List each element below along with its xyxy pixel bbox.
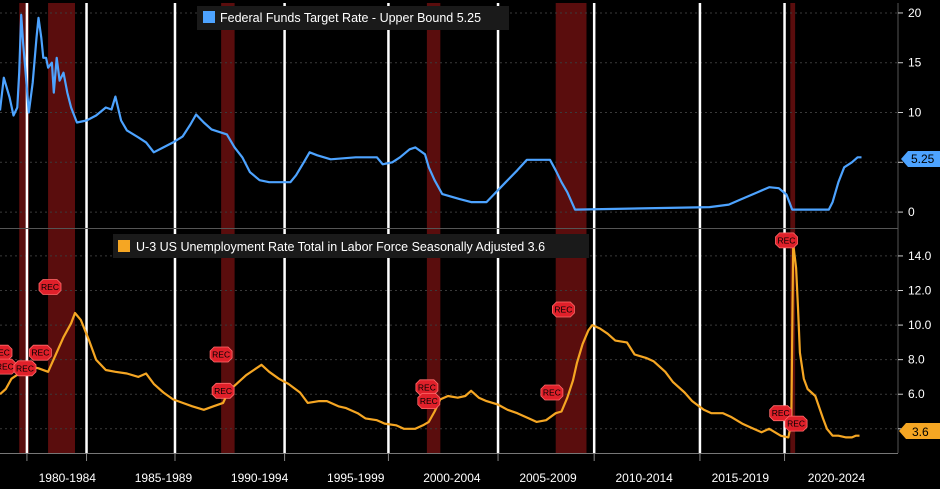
rec-marker-label: REC xyxy=(0,348,10,358)
panel-frames xyxy=(0,3,899,454)
fed-legend-swatch xyxy=(203,11,215,23)
fed-last-value: 5.25 xyxy=(911,152,935,166)
unemp-legend-box xyxy=(113,234,589,258)
fed-legend-box xyxy=(197,6,509,30)
rec-marker-shape xyxy=(28,344,52,361)
rec-marker-shape xyxy=(209,346,233,363)
unemployment-panel: 4.06.08.010.012.014.0RECRECRECRECRECRECR… xyxy=(0,232,932,439)
fed-last-value-badge: 5.25 xyxy=(901,151,940,167)
fed-ytick-label-0: 0 xyxy=(908,205,915,219)
unemp-ytick-label-1: 6.0 xyxy=(908,387,925,401)
xtick-label-3: 1995-1999 xyxy=(327,471,385,485)
rec-marker-9: REC xyxy=(540,384,564,401)
xtick-label-0: 1980-1984 xyxy=(39,471,97,485)
rec-marker-0: REC xyxy=(0,344,13,361)
xtick-label-8: 2020-2024 xyxy=(808,471,866,485)
rec-marker-label: REC xyxy=(418,382,436,392)
rec-marker-7: REC xyxy=(415,379,439,396)
rec-marker-6: REC xyxy=(211,382,235,399)
xtick-label-2: 1990-1994 xyxy=(231,471,289,485)
rec-marker-label: REC xyxy=(41,282,59,292)
rec-marker-shape xyxy=(211,382,235,399)
rec-marker-2: REC xyxy=(13,360,37,377)
fed-badge-shape xyxy=(901,151,940,167)
rec-marker-label: REC xyxy=(16,363,34,373)
unemp-last-value: 3.6 xyxy=(912,425,929,439)
xtick-label-5: 2005-2009 xyxy=(519,471,577,485)
rec-marker-shape xyxy=(0,358,17,375)
rec-marker-3: REC xyxy=(28,344,52,361)
xtick-label-7: 2015-2019 xyxy=(712,471,770,485)
fed-legend-label: Federal Funds Target Rate - Upper Bound … xyxy=(220,11,481,25)
rec-marker-shape xyxy=(552,301,575,318)
unemp-last-value-badge: 3.6 xyxy=(899,423,940,439)
fed-ytick-label-4: 20 xyxy=(908,6,922,20)
rec-marker-label: REC xyxy=(212,349,230,359)
gridlines xyxy=(0,12,898,430)
xtick-label-6: 2010-2014 xyxy=(615,471,673,485)
rec-marker-5: REC xyxy=(209,346,233,363)
rec-marker-shape xyxy=(417,393,441,410)
unemp-legend-swatch xyxy=(118,240,130,252)
unemp-ytick-label-2: 8.0 xyxy=(908,353,925,367)
rec-marker-shape xyxy=(13,360,37,377)
rec-marker-label: REC xyxy=(777,235,795,245)
rec-marker-shape xyxy=(784,415,808,432)
fed-series-line xyxy=(0,13,862,211)
unemp-legend: U-3 US Unemployment Rate Total in Labor … xyxy=(113,234,589,258)
rec-marker-13: REC xyxy=(784,415,808,432)
rec-marker-8: REC xyxy=(417,393,441,410)
unemp-ytick-label-5: 14.0 xyxy=(908,249,932,263)
rec-marker-shape xyxy=(540,384,564,401)
rec-marker-label: REC xyxy=(31,348,49,358)
rec-marker-label: REC xyxy=(543,387,561,397)
x-axis: 1980-1984 1985-1989 1990-1994 1995-1999 2000… xyxy=(26,453,866,485)
unemp-ytick-label-3: 10.0 xyxy=(908,318,932,332)
rec-marker-label: REC xyxy=(214,386,232,396)
rec-marker-label: REC xyxy=(554,305,572,315)
fed-legend: Federal Funds Target Rate - Upper Bound … xyxy=(197,6,509,30)
rec-marker-label: REC xyxy=(420,396,438,406)
rec-marker-shape xyxy=(38,279,62,295)
unemp-legend-label: U-3 US Unemployment Rate Total in Labor … xyxy=(136,240,545,254)
rec-marker-1: REC xyxy=(0,358,17,375)
unemp-ytick-label-4: 12.0 xyxy=(908,284,932,298)
unemp-badge-shape xyxy=(899,423,940,439)
unemp-series-line xyxy=(0,242,860,439)
rec-marker-10: REC xyxy=(552,301,575,318)
fed-ytick-label-2: 10 xyxy=(908,106,922,120)
rec-marker-label: REC xyxy=(0,362,14,372)
rec-marker-label: REC xyxy=(772,408,790,418)
xtick-label-4: 2000-2004 xyxy=(423,471,481,485)
rec-marker-shape xyxy=(775,232,798,249)
xtick-label-1: 1985-1989 xyxy=(135,471,193,485)
rec-marker-label: REC xyxy=(787,419,805,429)
rec-marker-12: REC xyxy=(775,232,798,249)
rec-marker-4: REC xyxy=(38,279,62,295)
fed-ytick-label-3: 15 xyxy=(908,56,922,70)
